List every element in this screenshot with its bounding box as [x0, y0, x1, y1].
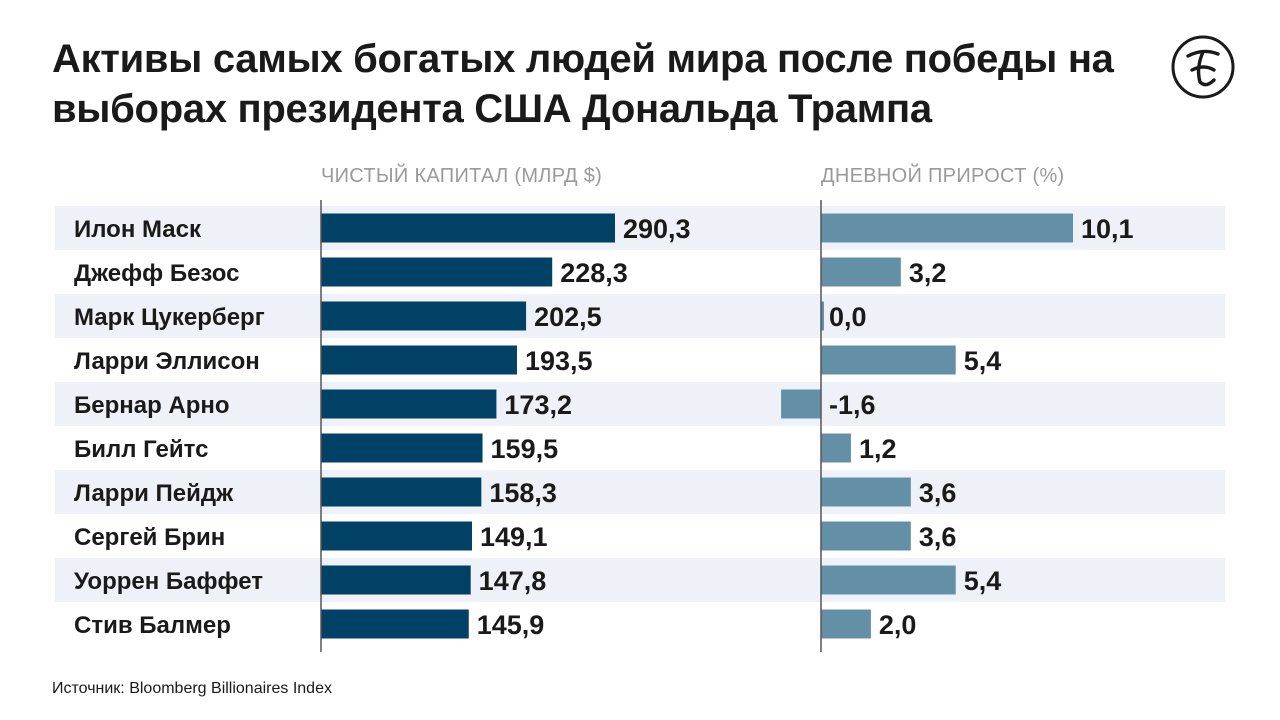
net-worth-value-label: 173,2 [504, 390, 572, 420]
category-label: Билл Гейтс [74, 436, 208, 463]
daily-growth-value-label: 2,0 [879, 610, 917, 640]
daily-growth-bar [821, 565, 956, 595]
daily-growth-bar [781, 389, 821, 419]
daily-growth-value-label: 3,2 [909, 258, 947, 288]
chart-title: Активы самых богатых людей мира после по… [52, 37, 1114, 131]
daily-growth-value-label: 5,4 [964, 566, 1002, 596]
net-worth-bar [321, 213, 615, 243]
daily-growth-value-label: 5,4 [964, 346, 1002, 376]
row-band [55, 382, 1225, 426]
category-label: Ларри Эллисон [74, 348, 260, 375]
daily-growth-value-label: 3,6 [919, 478, 957, 508]
net-worth-value-label: 228,3 [560, 258, 628, 288]
daily-growth-bar [821, 213, 1073, 243]
daily-growth-value-label: 0,0 [829, 302, 867, 332]
net-worth-value-label: 158,3 [489, 478, 557, 508]
daily-growth-bar [821, 521, 911, 551]
series-header-net-worth: ЧИСТЫЙ КАПИТАЛ (МЛРД $) [321, 163, 602, 187]
net-worth-bar [321, 301, 527, 331]
net-worth-value-label: 145,9 [477, 610, 545, 640]
net-worth-bar [321, 565, 471, 595]
daily-growth-bar [821, 477, 911, 507]
source-note: Источник: Bloomberg Billionaires Index [52, 680, 332, 697]
net-worth-bar [321, 433, 483, 463]
daily-growth-bar [821, 345, 956, 375]
daily-growth-bar [821, 257, 901, 287]
category-label: Ларри Пейдж [74, 480, 234, 507]
daily-growth-value-label: 10,1 [1081, 214, 1134, 244]
net-worth-bar [321, 609, 469, 639]
net-worth-bar [321, 345, 517, 375]
category-label: Джефф Безос [74, 260, 239, 287]
category-label: Марк Цукерберг [74, 304, 265, 331]
net-worth-value-label: 290,3 [623, 214, 691, 244]
net-worth-bar [321, 389, 497, 419]
bar-chart: ЧИСТЫЙ КАПИТАЛ (МЛРД $) ДНЕВНОЙ ПРИРОСТ (… [55, 163, 1225, 652]
net-worth-value-label: 193,5 [525, 346, 593, 376]
net-worth-value-label: 202,5 [534, 302, 602, 332]
daily-growth-value-label: -1,6 [829, 390, 876, 420]
category-label: Уоррен Баффет [74, 568, 263, 595]
net-worth-value-label: 147,8 [479, 566, 547, 596]
daily-growth-value-label: 1,2 [859, 434, 897, 464]
daily-growth-bar [821, 433, 851, 463]
row-band [55, 558, 1225, 602]
row-band [55, 470, 1225, 514]
category-label: Бернар Арно [74, 392, 230, 419]
series-header-daily-growth: ДНЕВНОЙ ПРИРОСТ (%) [821, 163, 1065, 187]
net-worth-value-label: 149,1 [480, 522, 548, 552]
net-worth-value-label: 159,5 [491, 434, 559, 464]
net-worth-bar [321, 257, 553, 287]
category-label: Илон Маск [74, 216, 202, 243]
net-worth-bar [321, 521, 473, 551]
daily-growth-value-label: 3,6 [919, 522, 957, 552]
daily-growth-bar [821, 609, 871, 639]
net-worth-bar [321, 477, 482, 507]
row-band [55, 294, 1225, 338]
publication-logo-icon [1171, 35, 1235, 99]
daily-growth-bar [821, 301, 824, 331]
category-label: Стив Балмер [74, 612, 231, 639]
category-label: Сергей Брин [74, 524, 225, 551]
